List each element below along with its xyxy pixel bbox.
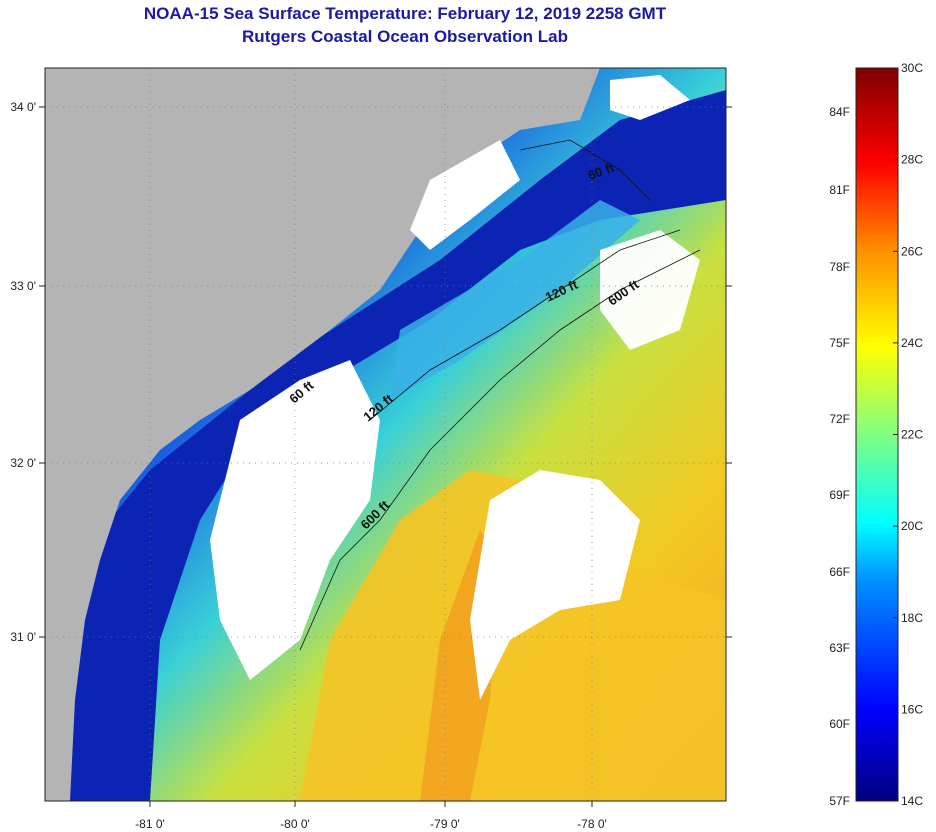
graticule <box>45 68 726 801</box>
lat-tick-label: 31 0' <box>10 630 36 644</box>
lat-tick-label: 32 0' <box>10 456 36 470</box>
cloud-patch <box>470 470 640 700</box>
colorbar-fahrenheit-label: 72F <box>829 412 850 426</box>
colorbar-fahrenheit-label: 63F <box>829 641 850 655</box>
cloud-patch <box>210 360 380 680</box>
colorbar-fahrenheit-label: 69F <box>829 488 850 502</box>
colorbar-celsius-label: 26C <box>901 244 923 258</box>
colorbar-fahrenheit-label: 75F <box>829 336 850 350</box>
colorbar-celsius-label: 16C <box>901 702 923 716</box>
colorbar-celsius-label: 30C <box>901 61 923 75</box>
colorbar-fahrenheit-label: 78F <box>829 260 850 274</box>
contour-60ft <box>519 139 651 201</box>
lon-tick-label: -79 0' <box>430 817 460 831</box>
lat-tick-label: 34 0' <box>10 100 36 114</box>
lon-tick-label: -81 0' <box>135 817 165 831</box>
colorbar-fahrenheit-label: 60F <box>829 717 850 731</box>
cloud-patch <box>610 75 690 120</box>
colorbar-fahrenheit-label: 66F <box>829 565 850 579</box>
colorbar-celsius-label: 18C <box>901 611 923 625</box>
lat-tick-label: 33 0' <box>10 279 36 293</box>
contour-120ft <box>369 229 681 421</box>
colorbar-fahrenheit-label: 81F <box>829 183 850 197</box>
colorbar-celsius-label: 20C <box>901 519 923 533</box>
cloud-patch <box>410 140 520 250</box>
colorbar <box>855 67 899 802</box>
cloud-patch <box>600 230 700 350</box>
map-frame <box>44 67 727 802</box>
colorbar-fahrenheit-label: 57F <box>829 794 850 808</box>
lon-tick-label: -78 0' <box>577 817 607 831</box>
axis-ticks <box>39 106 732 807</box>
colorbar-celsius-label: 22C <box>901 428 923 442</box>
land <box>45 68 600 801</box>
colorbar-celsius-label: 24C <box>901 336 923 350</box>
colorbar-celsius-label: 14C <box>901 794 923 808</box>
colorbar-celsius-label: 28C <box>901 153 923 167</box>
map-subtitle: Rutgers Coastal Ocean Observation Lab <box>242 27 568 46</box>
coastal-cold-water <box>45 90 726 801</box>
lon-tick-label: -80 0' <box>280 817 310 831</box>
mid-shelf-water <box>390 200 640 400</box>
contour-600ft <box>299 249 701 651</box>
map-title: NOAA-15 Sea Surface Temperature: Februar… <box>143 4 667 23</box>
colorbar-fahrenheit-label: 84F <box>829 105 850 119</box>
